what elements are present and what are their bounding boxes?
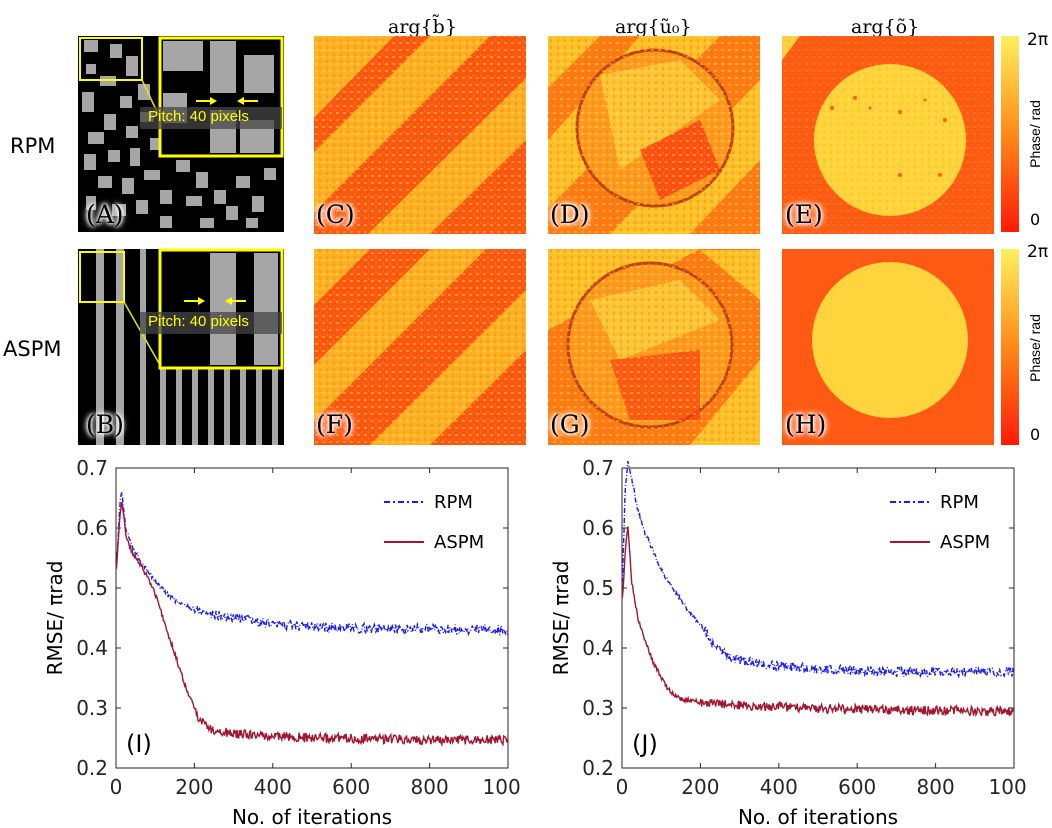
- panel-tag-h: (H): [785, 410, 827, 439]
- x-axis-label: No. of iterations: [232, 805, 392, 828]
- x-tick-label: 0: [616, 775, 629, 799]
- panel-tag-e: (E): [785, 200, 823, 229]
- y-axis-label: RMSE/ πrad: [43, 561, 67, 676]
- colorbar-top-min: 0: [1030, 210, 1041, 229]
- panel-a-random-mask: [78, 36, 284, 232]
- panel-c-phase-tilt: [314, 36, 526, 234]
- panel-f-phase-tilt: [314, 249, 526, 445]
- panel-g-reconstruction: [548, 249, 760, 445]
- panel-tag: (J): [632, 730, 658, 758]
- series-line-rpm: [115, 492, 509, 637]
- x-tick-label: 800: [917, 775, 955, 799]
- legend-label-aspm: ASPM: [434, 532, 484, 553]
- colorbar-bottom: [1001, 249, 1019, 445]
- panel-tag-d: (D): [550, 200, 590, 229]
- colorbar-top: [1001, 36, 1019, 232]
- column-title-u0: arg{ũ₀}: [615, 16, 692, 38]
- y-axis-label: RMSE/ πrad: [549, 561, 573, 676]
- y-tick-label: 0.7: [76, 456, 108, 480]
- panel-h-object-phase: [782, 249, 994, 445]
- y-tick-label: 0.5: [582, 576, 614, 600]
- series-line-aspm: [115, 501, 509, 747]
- plot-area: [621, 467, 1015, 769]
- legend-label-aspm: ASPM: [940, 532, 990, 553]
- colorbar-label-bottom: Phase/ rad: [1027, 314, 1043, 382]
- panel-tag-g: (G): [550, 410, 590, 439]
- colorbar-bottom-max: 2π: [1027, 242, 1049, 262]
- y-tick-label: 0.6: [582, 516, 614, 540]
- pitch-label-bg-a: [140, 107, 282, 129]
- y-tick-label: 0.7: [582, 456, 614, 480]
- legend-label-rpm: RPM: [940, 492, 979, 513]
- x-tick-label: 400: [760, 775, 798, 799]
- panel-d-reconstruction: [548, 36, 760, 234]
- series-line-aspm: [621, 526, 1015, 718]
- row-label-aspm: ASPM: [3, 337, 62, 361]
- colorbar-label-top: Phase/ rad: [1027, 100, 1043, 168]
- inset-zoom-a: [158, 36, 284, 158]
- x-axis-label: No. of iterations: [738, 805, 898, 828]
- pitch-arrows-b: [184, 294, 254, 308]
- x-tick-label: 400: [254, 775, 292, 799]
- colorbar-bottom-min: 0: [1030, 425, 1041, 444]
- colorbar-top-max: 2π: [1027, 30, 1049, 50]
- pitch-label-b: Pitch: 40 pixels: [148, 313, 249, 330]
- column-title-o: arg{õ}: [851, 16, 920, 38]
- inset-zoom-b: [158, 248, 284, 370]
- x-tick-label: 600: [838, 775, 876, 799]
- pitch-arrows-a: [196, 94, 266, 108]
- y-tick-label: 0.6: [76, 516, 108, 540]
- y-tick-label: 0.2: [582, 756, 614, 780]
- image-panels: [78, 36, 1019, 445]
- x-tick-label: 200: [681, 775, 719, 799]
- y-tick-label: 0.4: [582, 636, 614, 660]
- plot-area: [115, 467, 509, 769]
- panel-tag-a: (A): [86, 200, 124, 229]
- column-title-b: arg{b̃}: [388, 16, 457, 38]
- x-tick-label: 200: [175, 775, 213, 799]
- panel-b-striped-mask: [78, 248, 284, 445]
- x-tick-label: 600: [332, 775, 370, 799]
- panel-tag-c: (C): [316, 200, 355, 229]
- panel-tag-f: (F): [316, 410, 353, 439]
- pitch-label-a: Pitch: 40 pixels: [148, 108, 249, 125]
- panel-tag: (I): [126, 730, 152, 758]
- y-tick-label: 0.3: [582, 696, 614, 720]
- x-tick-label: 0: [110, 775, 123, 799]
- legend-label-rpm: RPM: [434, 492, 473, 513]
- y-tick-label: 0.2: [76, 756, 108, 780]
- y-tick-label: 0.4: [76, 636, 108, 660]
- y-tick-label: 0.5: [76, 576, 108, 600]
- y-tick-label: 0.3: [76, 696, 108, 720]
- pitch-label-bg-b: [140, 312, 282, 334]
- x-tick-label: 800: [411, 775, 449, 799]
- row-label-rpm: RPM: [10, 134, 56, 158]
- panel-tag-b: (B): [86, 410, 124, 439]
- panel-e-object-phase: [782, 36, 994, 234]
